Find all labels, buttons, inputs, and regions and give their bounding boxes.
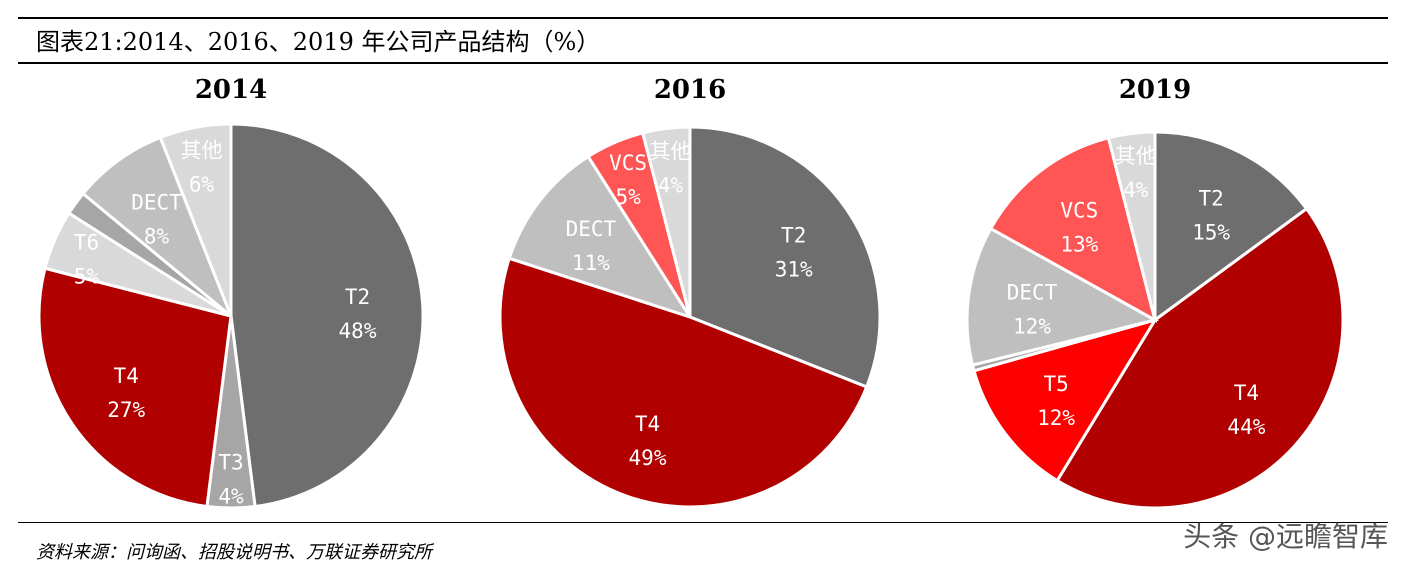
figure-title: 图表21:2014、2016、2019 年公司产品结构（%） [36,28,601,56]
slice-label: T6 5% [74,231,100,289]
slice-label: T2 48% [339,285,377,343]
slice-label: T2 15% [1192,186,1230,244]
slice-label: DECT 11% [566,217,617,275]
slice-label: VCS 13% [1060,199,1098,257]
slice-label: 其他 6% [181,138,223,196]
slice-label: 其他 4% [650,139,692,197]
pie-2014: 2014 T2 48% T3 4% T4 27% T6 5% DECT 8%其他 6% [37,75,425,510]
pie-slice-T2 [229,122,425,509]
slice-label: T2 31% [775,224,813,282]
title-rule [18,62,1388,64]
top-rule [18,17,1388,19]
pie-slice-VCS [988,136,1158,324]
slice-label: 其他 4% [1115,144,1157,202]
slice-label: T3 4% [218,450,244,508]
slice-label: T4 27% [107,364,145,422]
pie-slice-T2 [688,125,882,389]
watermark: 头条 @远瞻智库 [1183,520,1388,553]
pie-slice-DECT [965,226,1160,367]
pie-slice-T5 [972,317,1159,483]
pie-2019: 2019 T2 15% T4 44% T5 12% DECT 12%VCS 13% 其他 4% [965,75,1345,510]
bottom-rule [18,522,1388,523]
pie-slice-T2 [1153,130,1309,323]
pie-title: 2016 [654,75,726,105]
pie-slice-T4 [37,266,233,509]
pie-slice-其他 [158,122,233,317]
pie-title: 2014 [195,75,267,105]
slice-label: DECT 12% [1007,281,1058,339]
pie-title: 2019 [1119,75,1191,105]
slice-label: DECT 8% [131,191,182,249]
slice-label: T4 49% [629,412,667,470]
pie-slice-DECT [507,154,694,320]
pie-slice-其他 [640,125,692,318]
slice-label: T4 44% [1227,381,1265,439]
pie-2016: 2016 T2 31% T4 49% DECT 11% VCS 5%其他 4% [498,75,882,509]
pie-slice-其他 [1106,130,1157,321]
slice-label: VCS 5% [609,151,647,209]
source-note: 资料来源：问询函、招股说明书、万联证券研究所 [36,542,432,563]
pie-slice-T4 [498,256,869,509]
slice-label: T5 12% [1037,372,1075,430]
pie-slice-T4 [1055,206,1345,510]
pie-slice-DECT [80,135,233,318]
